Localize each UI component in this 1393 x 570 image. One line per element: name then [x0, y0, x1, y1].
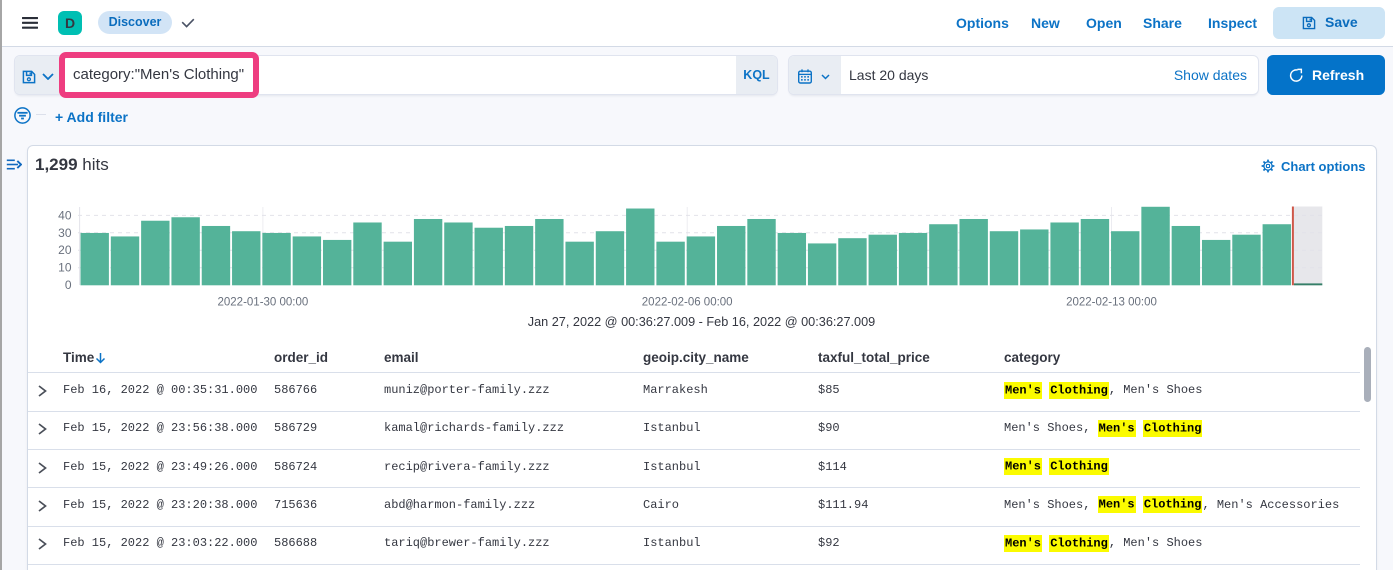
svg-text:2022-01-30 00:00: 2022-01-30 00:00 — [217, 297, 308, 309]
svg-text:40: 40 — [58, 208, 72, 222]
svg-text:0: 0 — [65, 278, 72, 292]
svg-text:20: 20 — [58, 243, 72, 257]
svg-text:2022-02-06 00:00: 2022-02-06 00:00 — [642, 297, 733, 309]
svg-text:10: 10 — [58, 261, 72, 275]
svg-text:30: 30 — [58, 226, 72, 240]
svg-text:2022-02-13 00:00: 2022-02-13 00:00 — [1066, 297, 1157, 309]
